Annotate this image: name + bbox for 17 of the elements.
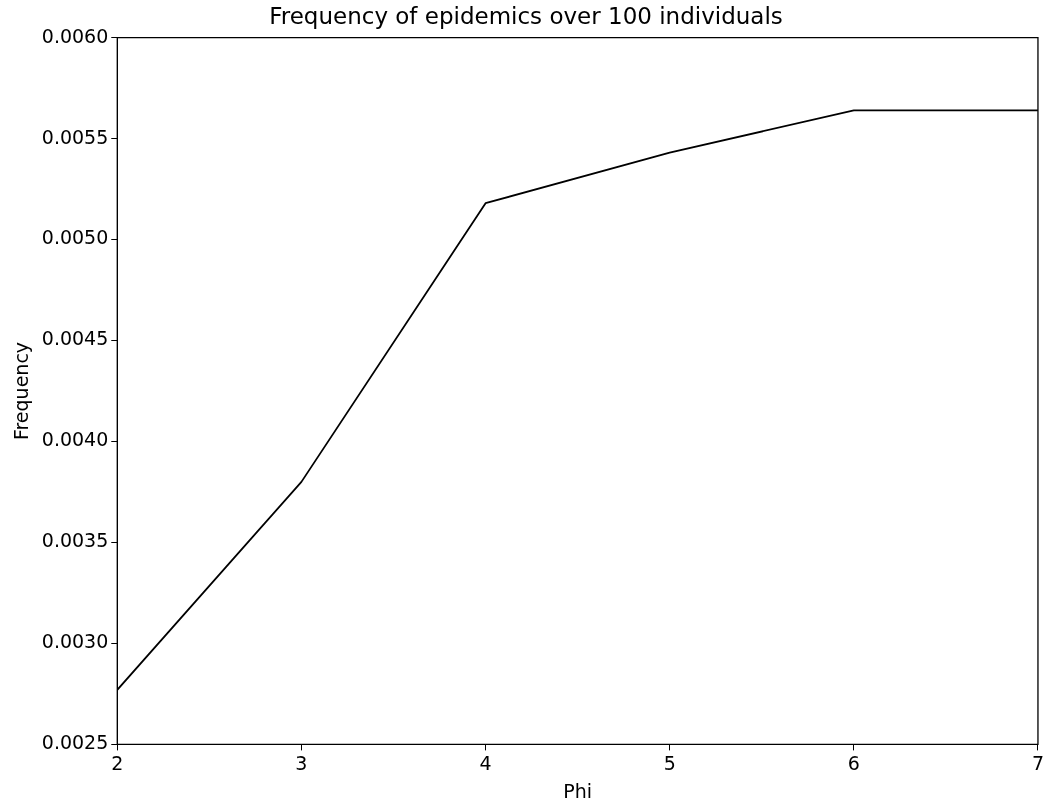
- y-axis-title: Frequency: [10, 341, 33, 441]
- y-tick-label: 0.0055: [41, 125, 109, 148]
- y-tick-label: 0.0040: [41, 428, 109, 451]
- x-tick-label: 5: [663, 751, 676, 774]
- y-tick-label: 0.0050: [41, 226, 109, 249]
- x-tick-label: 2: [111, 751, 124, 774]
- y-tick-label: 0.0030: [41, 630, 109, 653]
- y-tick-label: 0.0045: [41, 327, 109, 350]
- x-tick-label: 3: [295, 751, 308, 774]
- y-tick-label: 0.0025: [41, 731, 109, 754]
- x-tick-label: 6: [847, 751, 860, 774]
- x-axis-title: Phi: [563, 779, 593, 802]
- x-tick-label: 4: [479, 751, 492, 774]
- y-tick-label: 0.0060: [41, 24, 109, 47]
- y-tick-label: 0.0035: [41, 529, 109, 552]
- chart-title: Frequency of epidemics over 100 individuals: [269, 2, 783, 29]
- x-tick-label: 7: [1031, 751, 1044, 774]
